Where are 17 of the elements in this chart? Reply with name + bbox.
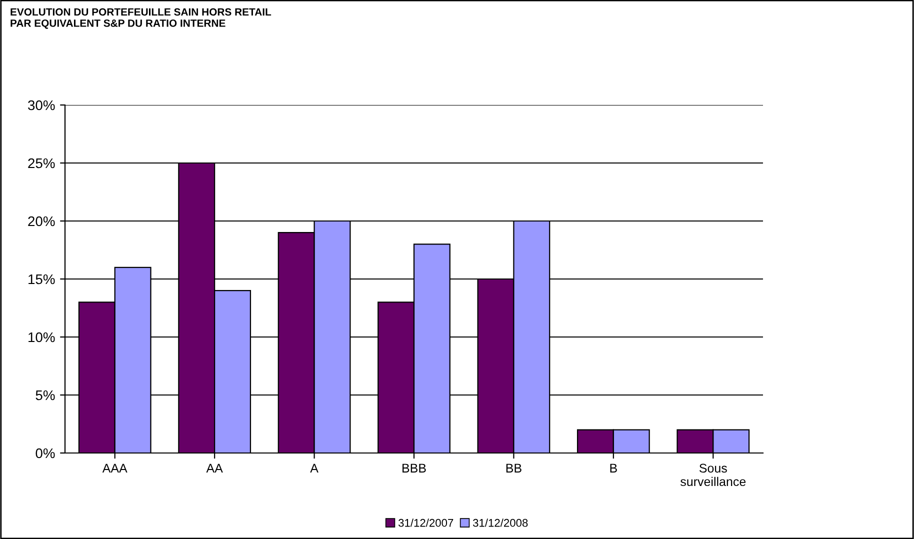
x-tick-label: AAA (102, 464, 128, 472)
legend-label: 31/12/2007 (398, 518, 454, 527)
y-tick-label: 15% (28, 274, 55, 284)
y-tick-label: 0% (36, 448, 55, 458)
y-tick-label: 25% (28, 158, 55, 168)
x-tick-label: AA (206, 464, 223, 472)
chart-title: EVOLUTION DU PORTEFEUILLE SAIN HORS RETAIL PAR EQUIVALENT S&P DU RATIO INTERNE (10, 8, 272, 29)
y-tick-label: 20% (28, 216, 55, 226)
x-tick-label: BB (506, 464, 522, 472)
x-tick-label: BBB (402, 464, 426, 472)
x-tick-label: A (310, 464, 318, 472)
legend-label: 31/12/2008 (472, 518, 528, 527)
y-tick-label: 10% (28, 332, 55, 342)
x-tick-label: B (610, 464, 617, 472)
y-tick-label: 30% (28, 100, 55, 110)
x-tick-label: Sous surveillance (680, 464, 746, 486)
y-tick-label: 5% (36, 390, 55, 400)
